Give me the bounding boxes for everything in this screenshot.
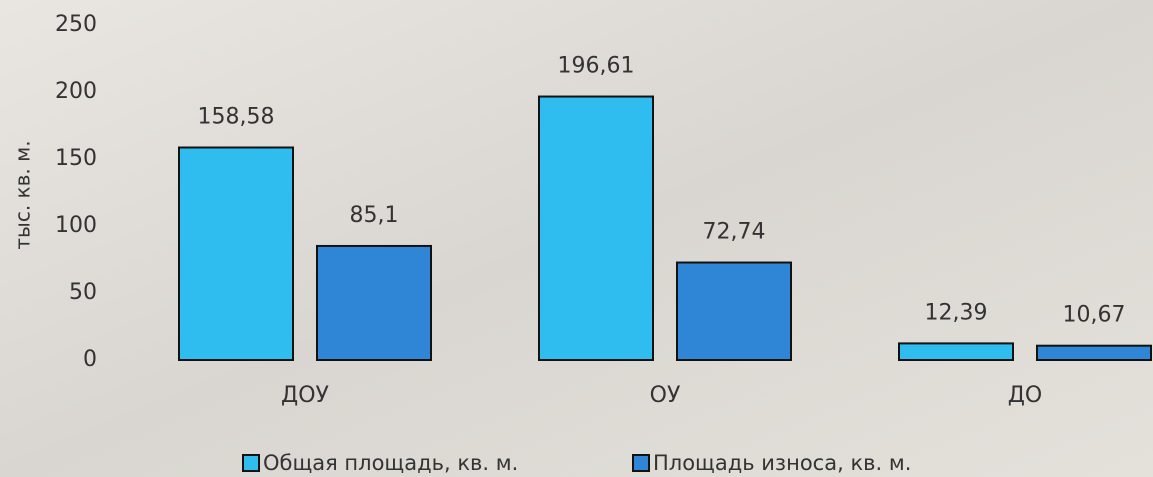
legend-swatch (632, 454, 650, 472)
bar (1036, 344, 1152, 362)
y-axis-label: тыс. кв. м. (11, 140, 35, 249)
y-tick-label: 0 (83, 347, 97, 372)
x-tick-label: ДОУ (281, 383, 330, 408)
value-label: 158,58 (198, 105, 275, 130)
x-tick-label: ОУ (650, 383, 681, 408)
bar (178, 146, 294, 361)
bar (676, 261, 792, 362)
value-label: 196,61 (558, 54, 635, 79)
x-tick-label: ДО (1008, 383, 1043, 408)
y-tick-label: 200 (55, 79, 97, 104)
legend-label: Общая площадь, кв. м. (263, 451, 518, 475)
y-tick-label: 150 (55, 146, 97, 171)
y-tick-label: 100 (55, 213, 97, 238)
y-tick-label: 50 (69, 280, 97, 305)
legend-label: Площадь износа, кв. м. (653, 451, 911, 475)
bar (898, 342, 1014, 361)
value-label: 72,74 (703, 220, 766, 245)
bar (316, 244, 432, 361)
value-label: 85,1 (350, 203, 399, 228)
bar (538, 95, 654, 361)
y-tick-label: 250 (55, 12, 97, 37)
legend-swatch (242, 454, 260, 472)
value-label: 10,67 (1063, 303, 1126, 328)
value-label: 12,39 (925, 300, 988, 325)
